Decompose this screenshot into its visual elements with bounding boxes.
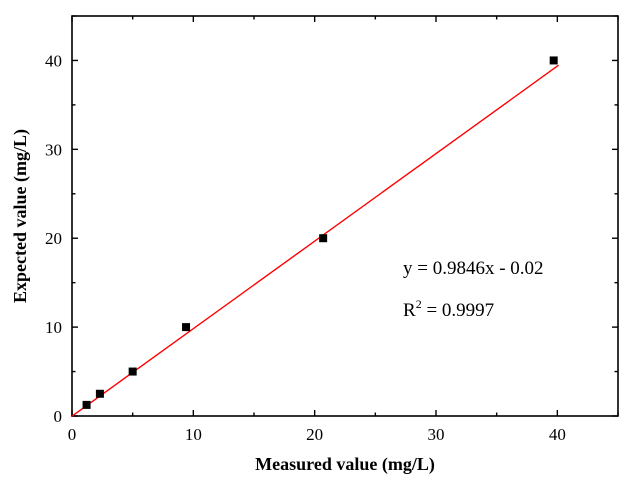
data-point <box>182 323 191 332</box>
fit-equation-label: y = 0.9846x - 0.02 <box>403 258 544 279</box>
points-layer <box>82 56 558 409</box>
r-squared-superscript: 2 <box>416 297 422 311</box>
data-point <box>128 367 137 376</box>
x-tick-label: 30 <box>428 425 445 444</box>
fit-layer <box>71 64 559 417</box>
y-tick-label: 40 <box>45 51 62 70</box>
y-tick-label: 30 <box>45 140 62 159</box>
x-tick-label: 40 <box>549 425 566 444</box>
x-axis-title: Measured value (mg/L) <box>255 454 435 475</box>
data-point <box>82 400 91 409</box>
data-point <box>319 234 328 243</box>
data-point <box>549 56 558 65</box>
r-squared-prefix: R <box>403 300 416 321</box>
r-squared-value: = 0.9997 <box>422 300 494 321</box>
r-squared-label: R2 = 0.9997 <box>403 297 494 321</box>
plot-frame <box>71 15 619 417</box>
y-tick-label: 0 <box>54 407 63 426</box>
y-axis-title: Expected value (mg/L) <box>10 129 31 303</box>
y-tick-label: 20 <box>45 229 62 248</box>
fit-line <box>71 64 559 417</box>
x-tick-label: 20 <box>306 425 323 444</box>
data-point <box>95 389 104 398</box>
y-tick-label: 10 <box>45 318 62 337</box>
x-tick-label: 10 <box>185 425 202 444</box>
x-tick-label: 0 <box>68 425 77 444</box>
ticks: 0 10 20 30 40 0 10 20 30 40 <box>45 15 619 444</box>
